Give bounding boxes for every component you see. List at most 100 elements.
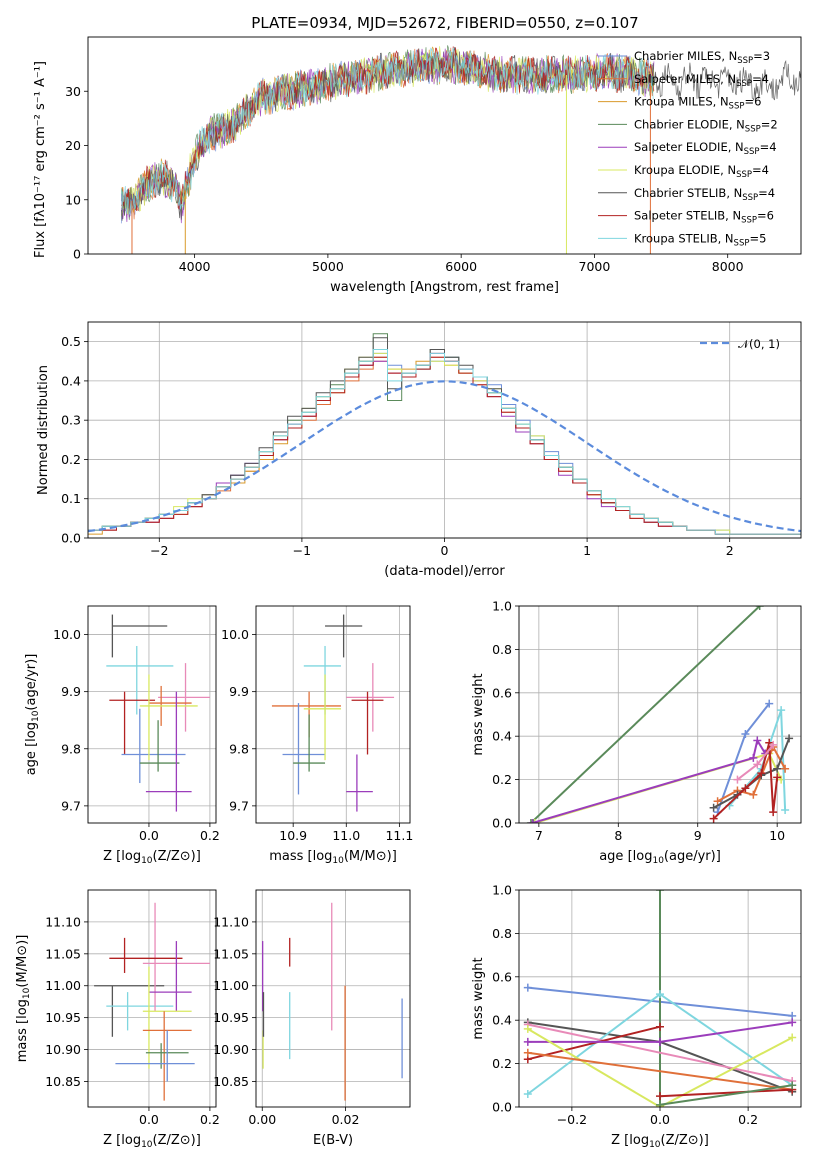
y-tick-label: 10.85 [45,1074,81,1089]
age_vs_mass-axes: 10.9 11.0 11.1 9.7 9.8 9.9 10.0 [221,606,413,843]
age_vs_Z-points [106,614,210,812]
legend-label: Kroupa ELODIE, NSSP=4 [634,163,769,180]
y-tick-label: 30 [65,84,81,99]
mass-weight-marker [656,1092,664,1101]
mass-weight-marker [749,790,758,799]
y-tick-label: 9.7 [61,798,81,813]
mass-weight-marker [777,706,786,715]
y-tick-label: 0.6 [492,685,512,700]
x-tick-label: 10.9 [279,828,307,843]
mass-weight-marker [713,797,722,806]
y-tick-label: 0.8 [492,926,512,941]
y-tick-label: 0.0 [492,1100,512,1115]
x-tick-label: 9 [694,828,702,843]
y-tick-label: 0.6 [492,969,512,984]
mass-weight-marker [523,1037,532,1046]
x-tick-label: 0.2 [200,828,220,843]
y-tick-label: 10.95 [213,1010,249,1025]
y-tick-label: 0 [73,247,81,262]
spectrum-lines [120,45,801,254]
normal-curve [88,380,801,533]
y-tick-label: 11.00 [45,978,81,993]
y-tick-label: 0.2 [492,772,512,787]
x-tick-label: 11.0 [332,828,360,843]
x-tick-label: 7000 [579,259,611,274]
mass-weight-marker [741,730,750,739]
age_vs_Z-frame [87,605,217,824]
mass-weight-marker [765,699,774,708]
x-tick-label: 0.00 [248,1112,276,1127]
mw_vs_age-xlabel: age [log10(age/yr)] [599,849,721,866]
mass-weight-marker [741,784,750,793]
x-tick-label: −0.2 [557,1112,587,1127]
mass-weight-line [532,737,767,823]
x-tick-label: 5000 [312,259,344,274]
mw_vs_Z-lines [523,890,797,1107]
age_vs_mass-xlabel: mass [log10(M/M⊙)] [269,849,397,866]
x-tick-label: 0 [441,543,449,558]
mass_vs_Z-frame [87,889,217,1108]
spectrum-xlabel: wavelength [Angstrom, rest frame] [330,280,559,295]
mass-weight-marker [656,1037,664,1046]
residual-steps [88,333,801,535]
mw_vs_Z-frame [518,889,802,1108]
mass_vs_EBV-points [262,902,403,1101]
mass-weight-marker [523,983,532,992]
y-tick-label: 0.2 [61,452,81,467]
legend-label: Kroupa STELIB, NSSP=5 [634,231,766,248]
mass_vs_Z-xlabel: Z [log10(Z/Z⊙)] [103,1133,201,1150]
mass-weight-marker [753,736,762,745]
mass_vs_EBV-xlabel: E(B-V) [313,1133,353,1148]
mw_vs_age-lines [526,606,794,823]
mass_vs_EBV-axes: 0.00 0.02 10.85 10.90 10.95 11.00 11.05 11.10 [213,890,410,1127]
age_vs_mass-points [271,614,395,812]
mass-weight-marker [788,1081,797,1090]
mass-weight-marker [733,775,742,784]
age_vs_Z-xlabel: Z [log10(Z/Z⊙)] [103,849,201,866]
mass-weight-marker [749,753,758,762]
mass-weight-marker [523,1024,532,1033]
y-tick-label: 9.7 [229,798,249,813]
y-tick-label: 10.90 [45,1042,81,1057]
y-tick-label: 1.0 [492,883,512,898]
x-tick-label: 0.2 [738,1112,758,1127]
mass-weight-marker [656,990,664,999]
x-tick-label: 6000 [445,259,477,274]
mw_vs_Z-ylabel: mass weight [471,957,486,1039]
mass-weight-marker [757,769,766,778]
x-tick-label: −1 [293,543,311,558]
residuals-xlabel: (data-model)/error [384,564,505,579]
spectrum-axes: 4000 5000 6000 7000 8000 0 10 20 30 [65,84,744,274]
spectrum-ylabel: Flux [fλ10⁻¹⁷ erg cm⁻² s⁻¹ A⁻¹] [33,61,48,258]
legend-label: Salpeter MILES, NSSP=4 [634,72,769,89]
legend-label: Chabrier ELODIE, NSSP=2 [634,117,778,134]
mass-weight-marker [656,890,664,894]
y-tick-label: 10.0 [53,627,81,642]
y-tick-label: 9.8 [229,741,249,756]
x-tick-label: 0.0 [139,828,159,843]
y-tick-label: 0.4 [492,729,512,744]
mass-weight-line [527,1051,793,1091]
mass-weight-marker [523,1089,532,1098]
y-tick-label: 20 [65,138,81,153]
mass-weight-marker [530,819,539,823]
legend-label: Chabrier MILES, NSSP=3 [634,49,770,66]
x-tick-label: 7 [535,828,543,843]
legend-label: Kroupa MILES, NSSP=6 [634,95,761,112]
mass-weight-marker [709,803,718,812]
mass-weight-marker [753,760,762,769]
mass-weight-marker [709,814,718,823]
x-tick-label: 8 [614,828,622,843]
age_vs_mass-frame [255,605,411,824]
mass-weight-marker [788,1033,797,1042]
y-tick-label: 10 [65,192,81,207]
y-tick-label: 0.5 [61,334,81,349]
x-tick-label: 0.02 [332,1112,360,1127]
mass-weight-marker [656,1022,664,1031]
legend-label: Chabrier STELIB, NSSP=4 [634,186,775,203]
y-tick-label: 0.0 [61,531,81,546]
y-tick-label: 9.9 [61,684,81,699]
y-tick-label: 11.05 [213,946,249,961]
mass-weight-marker [773,773,782,782]
residuals-frame [87,321,802,539]
